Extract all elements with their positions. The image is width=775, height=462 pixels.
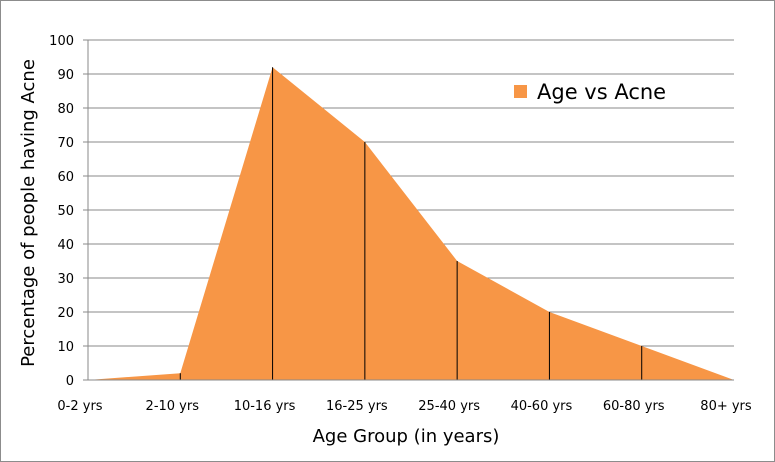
x-tick-label-0-2 yrs: 0-2 yrs	[57, 399, 102, 414]
y-tick-label-50: 50	[57, 204, 74, 219]
area-series	[87, 67, 735, 381]
x-tick-label-10-16 yrs: 10-16 yrs	[234, 399, 296, 414]
y-tick-label-70: 70	[57, 136, 74, 151]
legend: Age vs Acne	[514, 80, 666, 104]
y-tick-label-100: 100	[49, 34, 74, 49]
drop-lines	[179, 67, 643, 380]
y-tick-label-40: 40	[57, 238, 74, 253]
x-tick-label-60-80 yrs: 60-80 yrs	[603, 399, 665, 414]
x-tick-label-2-10 yrs: 2-10 yrs	[146, 399, 200, 414]
x-tick-label-40-60 yrs: 40-60 yrs	[511, 399, 573, 414]
legend-label: Age vs Acne	[537, 80, 666, 104]
x-tick-label-25-40 yrs: 25-40 yrs	[418, 399, 480, 414]
y-tick-label-0: 0	[66, 374, 74, 389]
y-tick-label-30: 30	[57, 272, 74, 287]
x-tick-labels: 0-2 yrs 2-10 yrs 10-16 yrs 16-25 yrs 25-40 y…	[57, 399, 752, 414]
y-tick-label-80: 80	[57, 102, 74, 117]
y-tick-label-20: 20	[57, 306, 74, 321]
area-fill	[88, 67, 734, 380]
x-axis-title: Age Group (in years)	[313, 426, 500, 447]
y-tick-label-60: 60	[57, 170, 74, 185]
y-tick-label-10: 10	[57, 340, 74, 355]
y-axis-title: Percentage of people having Acne	[18, 59, 39, 367]
x-tick-label-16-25 yrs: 16-25 yrs	[326, 399, 388, 414]
x-tick-label-80+ yrs: 80+ yrs	[700, 399, 752, 414]
y-tick-labels: 0 10 20 30 40 50 60 70 80 90 100	[49, 34, 74, 389]
axes	[87, 40, 734, 381]
legend-swatch	[514, 85, 527, 98]
y-tick-label-90: 90	[57, 68, 74, 83]
